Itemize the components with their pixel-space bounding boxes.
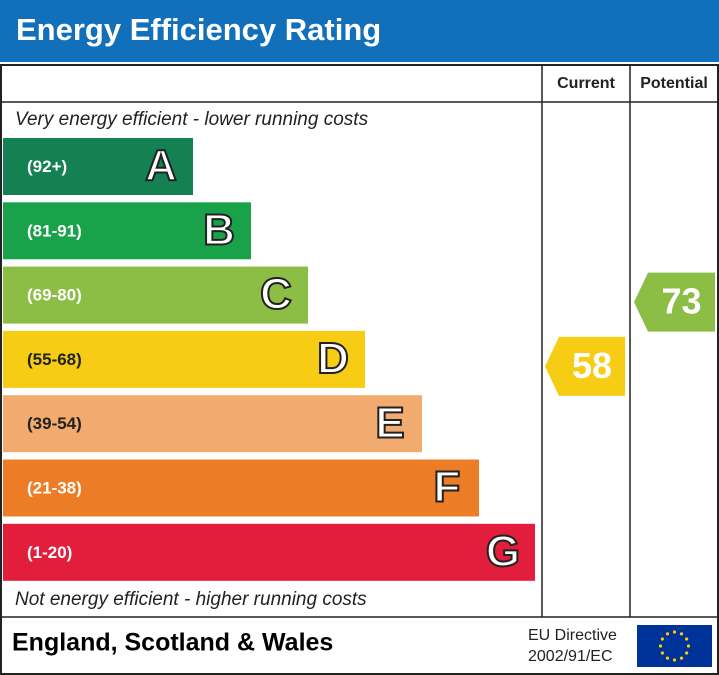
band-letter: F bbox=[434, 463, 461, 512]
band-range: (21-38) bbox=[27, 478, 82, 497]
band-bar bbox=[3, 138, 193, 195]
flag-star bbox=[686, 644, 691, 648]
rating-value: 73 bbox=[661, 281, 701, 322]
flag-star bbox=[660, 651, 664, 655]
flag-star bbox=[665, 632, 670, 636]
flag-star bbox=[679, 632, 684, 636]
flag-star bbox=[660, 637, 664, 641]
band-range: (92+) bbox=[27, 157, 67, 176]
flag-star bbox=[679, 656, 684, 660]
band-bar bbox=[3, 459, 479, 517]
directive: 2002/91/EC bbox=[528, 648, 613, 665]
band-letter: G bbox=[486, 527, 520, 576]
band-bar bbox=[3, 202, 251, 260]
rating-arrow bbox=[545, 336, 625, 396]
band-letter: C bbox=[260, 270, 292, 319]
eu-flag bbox=[637, 625, 712, 667]
flag-star bbox=[685, 651, 689, 655]
bottom-note: Not energy efficient - higher running co… bbox=[15, 589, 367, 610]
title: Energy Efficiency Rating bbox=[16, 12, 381, 47]
band-bar bbox=[3, 330, 365, 388]
band-bar bbox=[3, 395, 422, 453]
top-note: Very energy efficient - lower running co… bbox=[15, 109, 369, 130]
band-bar bbox=[3, 523, 535, 581]
band-range: (39-54) bbox=[27, 414, 82, 433]
flag-star bbox=[665, 656, 670, 660]
region: England, Scotland & Wales bbox=[12, 629, 333, 657]
flag-star bbox=[658, 644, 663, 648]
band-letter: B bbox=[203, 205, 235, 254]
flag-star bbox=[685, 637, 689, 641]
rating-value: 58 bbox=[572, 345, 612, 386]
rating-arrow bbox=[634, 272, 715, 332]
band-letter: E bbox=[375, 398, 404, 447]
column-header: Potential bbox=[640, 75, 708, 92]
title-bar bbox=[0, 0, 719, 62]
flag-star bbox=[672, 630, 677, 634]
frame bbox=[0, 64, 719, 675]
band-letter: A bbox=[145, 141, 177, 190]
band-letter: D bbox=[317, 334, 349, 383]
band-range: (81-91) bbox=[27, 221, 82, 240]
band-bar bbox=[3, 266, 308, 324]
band-range: (1-20) bbox=[27, 543, 72, 562]
column-header: Current bbox=[557, 75, 615, 92]
flag-star bbox=[672, 658, 677, 662]
band-range: (69-80) bbox=[27, 286, 82, 305]
directive: EU Directive bbox=[528, 627, 617, 644]
band-range: (55-68) bbox=[27, 350, 82, 369]
